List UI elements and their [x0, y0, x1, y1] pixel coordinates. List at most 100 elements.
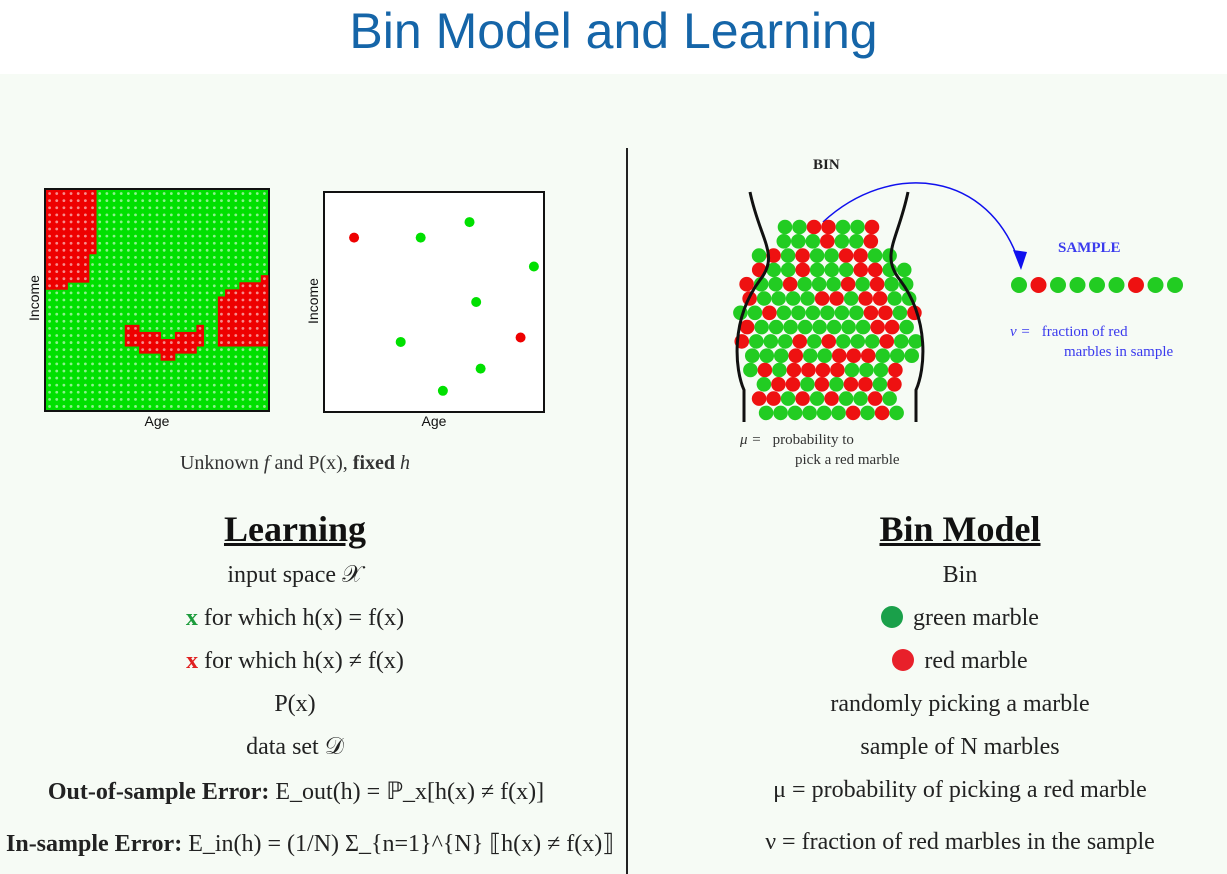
grid-dot — [184, 348, 188, 352]
grid-dot — [169, 263, 173, 266]
grid-dot — [112, 355, 116, 359]
grid-dot — [184, 312, 188, 316]
grid-dot — [241, 248, 245, 252]
grid-dot — [191, 334, 195, 337]
grid-dot — [198, 334, 202, 337]
grid-dot — [48, 405, 51, 408]
grid-dot — [55, 348, 59, 352]
grid-dot — [76, 256, 80, 259]
grid-dot — [148, 326, 152, 330]
grid-dot — [248, 376, 252, 380]
grid-dot — [191, 248, 195, 252]
grid-dot — [191, 263, 195, 266]
grid-dot — [169, 326, 173, 330]
marble-green — [744, 348, 760, 363]
grid-dot — [162, 291, 166, 295]
grid-dot — [83, 312, 87, 316]
grid-dot — [69, 192, 73, 195]
grid-dot — [83, 369, 87, 373]
scatter-point-red — [515, 332, 526, 343]
grid-dot — [184, 234, 188, 238]
sample-marble-green — [1050, 277, 1066, 293]
marble-green — [747, 305, 763, 321]
grid-dot — [212, 341, 216, 344]
bin-model-random: randomly picking a marble — [830, 691, 1090, 717]
grid-dot — [141, 348, 145, 352]
grid-dot — [169, 383, 173, 387]
marble-green — [824, 248, 839, 263]
grid-dot — [105, 355, 109, 359]
grid-dot — [91, 291, 94, 295]
grid-dot — [98, 263, 102, 266]
grid-dot — [105, 256, 109, 259]
grid-dot — [234, 206, 238, 210]
grid-dot — [169, 405, 173, 408]
grid-dot — [91, 341, 94, 344]
grid-dot — [177, 270, 180, 274]
grid-dot — [62, 234, 66, 238]
grid-dot — [105, 397, 109, 401]
grid-dot — [177, 348, 180, 352]
grid-dot — [126, 298, 130, 302]
marble-green — [838, 391, 854, 406]
grid-dot — [105, 326, 109, 330]
grid-dot — [98, 213, 102, 217]
grid-dot — [205, 291, 209, 295]
grid-dot — [234, 341, 238, 344]
grid-dot — [69, 397, 73, 401]
grid-dot — [191, 291, 195, 295]
grid-dot — [234, 199, 238, 203]
grid-dot — [255, 291, 259, 295]
marble-green — [777, 334, 793, 349]
grid-dot — [91, 227, 94, 231]
grid-dot — [184, 390, 188, 394]
grid-dot — [248, 369, 252, 373]
marble-green — [850, 334, 866, 349]
grid-dot — [234, 319, 238, 323]
grid-dot — [98, 234, 102, 238]
grid-dot — [198, 298, 202, 302]
grid-dot — [227, 192, 231, 195]
grid-dot — [248, 348, 252, 352]
grid-dot — [212, 312, 216, 316]
mu-text-1: probability to — [772, 432, 854, 448]
marble-green — [826, 319, 842, 335]
grid-dot — [141, 227, 145, 231]
grid-dot — [263, 334, 266, 337]
grid-dot — [134, 390, 137, 394]
marble-red — [786, 362, 802, 378]
grid-dot — [263, 341, 266, 344]
grid-dot — [184, 305, 188, 309]
grid-dot — [55, 248, 59, 252]
grid-dot — [91, 319, 94, 323]
grid-dot — [126, 397, 130, 401]
grid-dot — [162, 334, 166, 337]
grid-dot — [241, 319, 245, 323]
grid-dot — [205, 348, 209, 352]
grid-dot — [119, 362, 123, 366]
grid-dot — [255, 334, 259, 337]
grid-dot — [105, 319, 109, 323]
grid-dot — [177, 326, 180, 330]
grid-dot — [48, 277, 51, 281]
grid-dot — [191, 234, 195, 238]
grid-dot — [191, 213, 195, 217]
grid-dot — [263, 305, 266, 309]
grid-dot — [227, 390, 231, 394]
grid-dot — [48, 284, 51, 288]
marble-red — [887, 377, 902, 392]
marble-green — [753, 276, 769, 292]
grid-dot — [76, 390, 80, 394]
marble-red — [766, 391, 781, 406]
grid-dot — [119, 227, 123, 231]
grid-dot — [62, 326, 66, 330]
marble-red — [795, 391, 810, 406]
grid-dot — [177, 397, 180, 401]
correct-text: for which h(x) = f(x) — [203, 605, 405, 631]
grid-dot — [205, 206, 209, 210]
grid-dot — [55, 192, 59, 195]
scatter-point-green — [475, 363, 486, 374]
grid-dot — [69, 334, 73, 337]
grid-dot — [212, 248, 216, 252]
grid-dot — [234, 256, 238, 259]
